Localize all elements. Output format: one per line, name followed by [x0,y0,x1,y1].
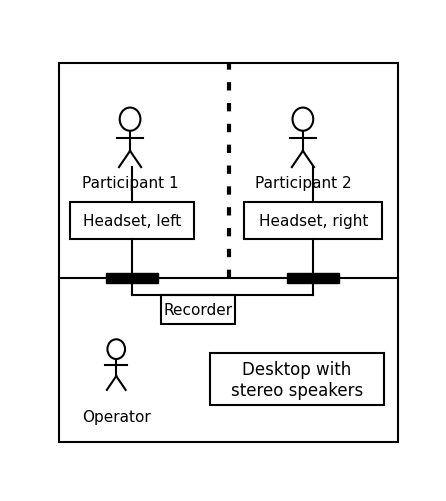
Bar [244,203,382,239]
Text: Headset, left: Headset, left [83,214,181,228]
Bar [161,296,235,324]
Bar [287,273,339,283]
Text: Desktop with
stereo speakers: Desktop with stereo speakers [231,360,363,399]
Text: Participant 1: Participant 1 [82,176,178,191]
Bar [106,273,158,283]
Bar [210,353,384,405]
Text: Participant 2: Participant 2 [255,176,351,191]
Text: Recorder: Recorder [164,303,233,318]
Bar [70,203,194,239]
Text: Operator: Operator [82,409,151,424]
Text: Headset, right: Headset, right [259,214,368,228]
